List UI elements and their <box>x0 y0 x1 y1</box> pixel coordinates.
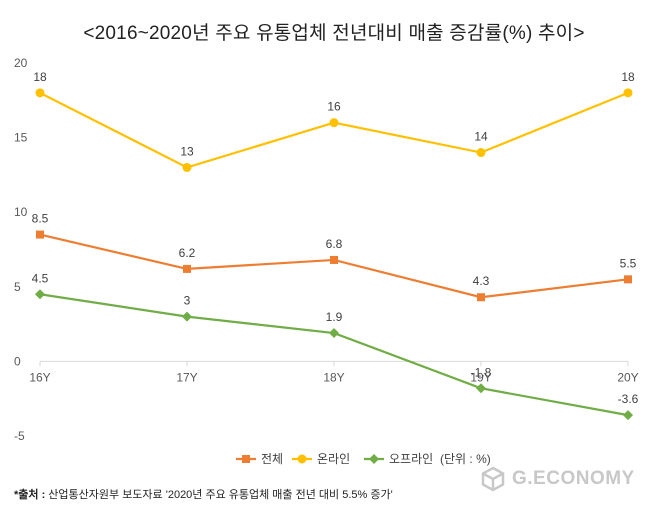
legend-swatch-marker <box>369 454 379 464</box>
watermark-text: G.ECONOMY <box>512 468 635 489</box>
x-tick-label: 18Y <box>323 370 344 384</box>
series-layer: 8.5 6.2 6.8 4.3 5.5 18 13 16 14 18 4.5 3 1.9 -1.8 -3.6 <box>32 70 639 421</box>
series-3: 4.5 3 1.9 -1.8 -3.6 <box>32 271 639 421</box>
y-tick-label: 20 <box>14 56 28 70</box>
y-tick-label: 10 <box>14 205 28 219</box>
series-1: 8.5 6.2 6.8 4.3 5.5 <box>32 212 637 302</box>
data-point-marker <box>330 255 338 264</box>
x-axis: 16Y 17Y 18Y 19Y 20Y <box>29 361 639 384</box>
data-label: 14 <box>474 130 488 144</box>
x-tick-label: 19Y <box>470 370 491 384</box>
data-label: 6.8 <box>326 237 343 251</box>
legend-label: 오프라인 <box>389 452 433 466</box>
source-text: 산업통산자원부 보도자료 '2020년 주요 유통업체 매출 전년 대비 5.5… <box>48 489 393 501</box>
y-tick-label: 5 <box>14 280 21 294</box>
data-label: 8.5 <box>32 212 49 226</box>
data-point-marker <box>35 88 45 98</box>
x-tick-label: 16Y <box>29 370 50 384</box>
data-label: 16 <box>327 100 341 114</box>
data-point-marker <box>183 264 191 273</box>
data-point-marker <box>329 328 339 339</box>
legend: 전체 온라인 오프라인 (단위 : %) <box>236 452 491 466</box>
line-chart: -5 0 5 10 15 20 16Y 17Y 18Y 19Y 20Y 8.5 6.2 6.8 4.3 5… <box>14 56 639 466</box>
data-point-marker <box>623 88 633 98</box>
data-point-marker <box>329 118 339 128</box>
data-label: 3 <box>184 294 191 308</box>
data-label: -1.8 <box>471 365 492 379</box>
y-axis: -5 0 5 10 15 20 <box>14 56 28 443</box>
data-label: 18 <box>621 70 635 84</box>
y-tick-label: 15 <box>14 131 28 145</box>
data-label: 4.3 <box>473 274 490 288</box>
legend-label: 전체 <box>261 452 283 466</box>
data-label: 1.9 <box>326 310 343 324</box>
legend-swatch-marker <box>242 455 250 463</box>
data-label: -3.6 <box>618 392 639 406</box>
watermark: G.ECONOMY <box>480 464 658 494</box>
data-point-marker <box>35 289 45 300</box>
data-point-marker <box>624 275 632 284</box>
data-point-marker <box>182 162 192 172</box>
legend-swatch-marker <box>297 454 307 464</box>
y-tick-label: 0 <box>14 354 21 368</box>
legend-item-2: 온라인 <box>292 452 350 466</box>
x-tick-label: 20Y <box>617 370 638 384</box>
data-label: 4.5 <box>32 271 49 285</box>
data-point-marker <box>36 230 44 239</box>
data-point-marker <box>477 293 485 302</box>
data-point-marker <box>623 410 633 421</box>
unit-note: (단위 : %) <box>440 452 491 466</box>
data-point-marker <box>476 383 486 394</box>
data-point-marker <box>476 148 486 158</box>
series-2: 18 13 16 14 18 <box>33 70 635 172</box>
cube-logo-icon <box>481 466 505 492</box>
data-label: 6.2 <box>179 246 196 260</box>
data-label: 18 <box>33 70 47 84</box>
legend-item-3: 오프라인 <box>364 452 433 466</box>
source-prefix: *출처 : <box>14 489 49 501</box>
legend-label: 온라인 <box>317 452 350 466</box>
data-label: 13 <box>180 144 194 158</box>
data-label: 5.5 <box>620 256 637 270</box>
x-tick-label: 17Y <box>176 370 197 384</box>
data-point-marker <box>182 311 192 322</box>
chart-title: <2016~2020년 주요 유통업체 전년대비 매출 증감률(%) 추이> <box>83 23 585 44</box>
legend-item-1: 전체 <box>236 452 283 466</box>
source-note: *출처 : 산업통산자원부 보도자료 '2020년 주요 유통업체 매출 전년 … <box>14 486 393 502</box>
y-tick-label: -5 <box>14 429 25 443</box>
